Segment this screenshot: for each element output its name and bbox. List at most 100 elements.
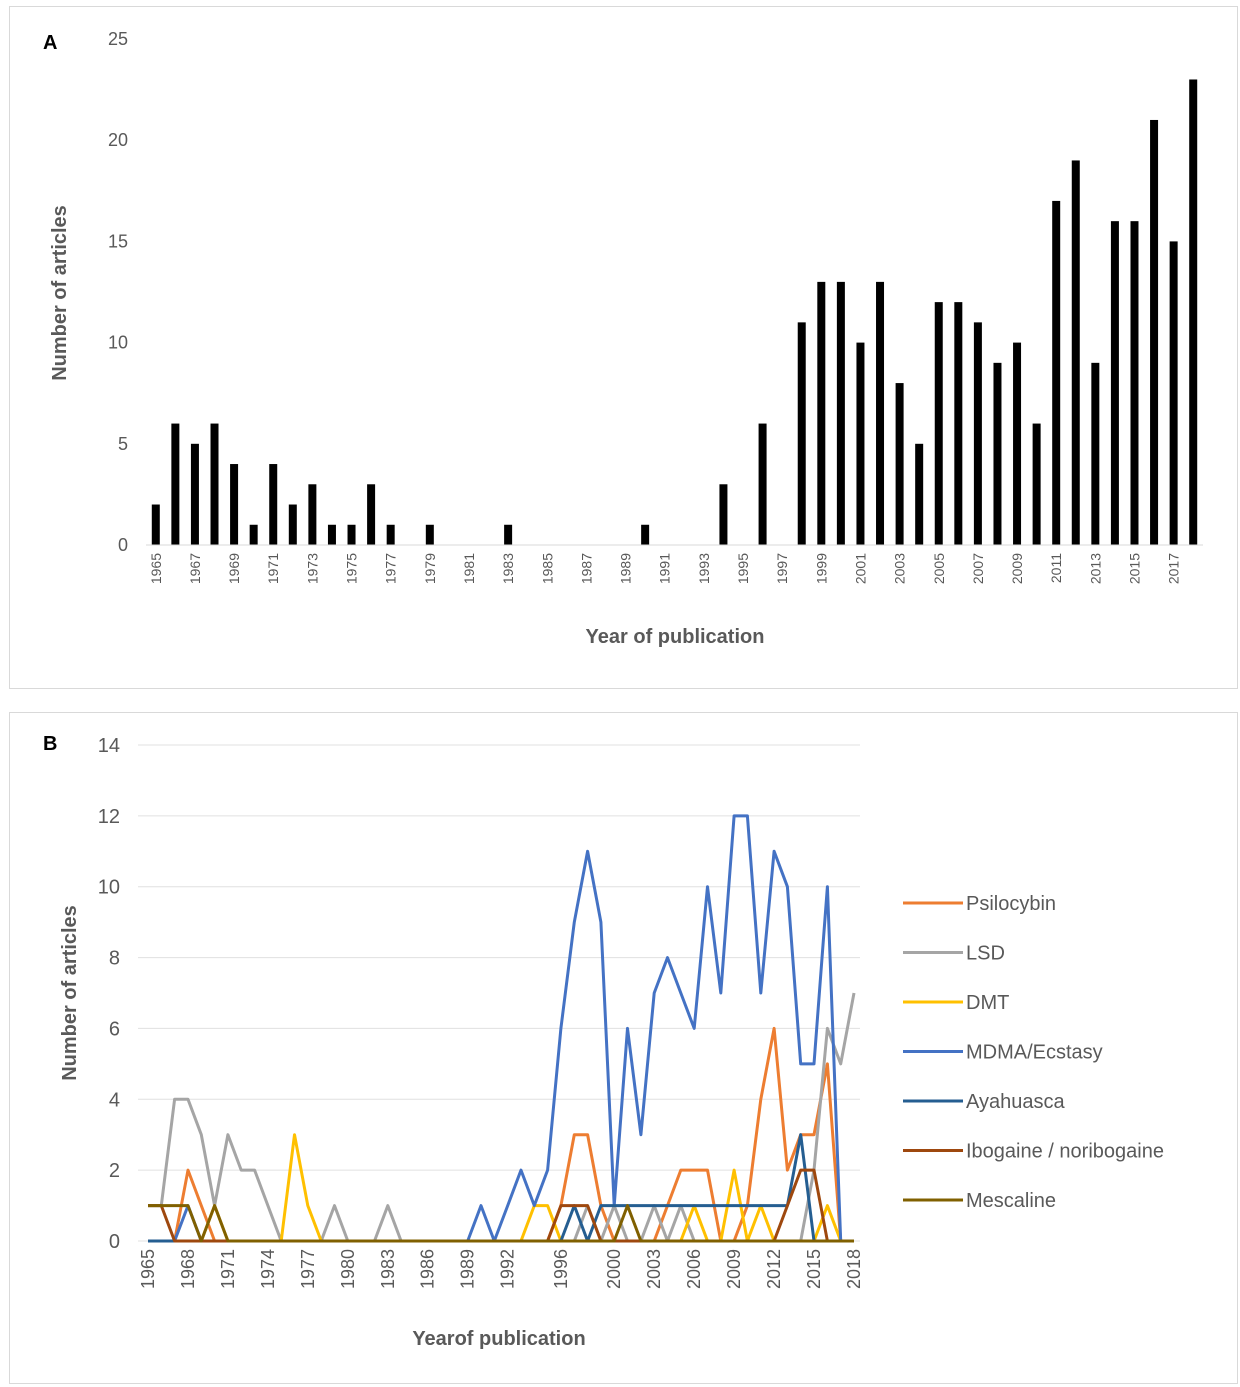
y-tick-label: 10 — [108, 333, 128, 353]
x-tick-labels: 1965 1968 1971 1974 1977 1980 1983 1986 1989 1992… — [138, 1249, 864, 1289]
x-tick-label: 2012 — [764, 1249, 784, 1289]
x-tick-label: 2006 — [684, 1249, 704, 1289]
bar — [1110, 221, 1119, 545]
bar — [895, 383, 904, 545]
bar — [915, 443, 924, 545]
x-tick-label: 2000 — [604, 1249, 624, 1289]
bar — [308, 484, 317, 545]
y-tick-labels: 0 2 4 6 8 10 12 14 — [98, 735, 120, 1253]
x-tick-label: 1979 — [422, 553, 438, 584]
y-tick-label: 20 — [108, 130, 128, 150]
bar — [641, 524, 650, 545]
panel-b: B 0 2 4 6 8 10 12 14 1965 1968 1971 1974 1977 1980 19… — [9, 712, 1238, 1384]
bar — [230, 464, 239, 545]
legend-label: Mescaline — [966, 1190, 1056, 1212]
y-tick-label: 8 — [109, 948, 120, 970]
y-tick-label: 5 — [118, 434, 128, 454]
x-tick-label: 1969 — [226, 553, 242, 584]
y-tick-label: 14 — [98, 735, 120, 757]
bar — [934, 302, 943, 545]
bar — [993, 362, 1002, 545]
x-tick-label: 2009 — [1009, 553, 1025, 584]
x-tick-label: 1974 — [258, 1249, 278, 1289]
bar — [171, 423, 180, 545]
x-tick-label: 1971 — [265, 553, 281, 584]
y-tick-label: 2 — [109, 1160, 120, 1182]
x-tick-label: 2007 — [970, 553, 986, 584]
bar — [327, 524, 336, 545]
x-tick-label: 1995 — [735, 553, 751, 584]
x-tick-label: 1985 — [539, 553, 555, 584]
x-tick-label: 2011 — [1048, 553, 1064, 583]
y-tick-label: 12 — [98, 806, 120, 828]
bar — [347, 524, 356, 545]
bar — [1130, 221, 1139, 545]
bar — [876, 281, 885, 545]
legend-label: Ibogaine / noribogaine — [966, 1141, 1164, 1163]
x-tick-label: 1973 — [304, 553, 320, 584]
y-tick-label: 6 — [109, 1018, 120, 1040]
bar — [1091, 362, 1100, 545]
x-tick-label: 1989 — [618, 553, 634, 584]
x-tick-label: 1993 — [696, 553, 712, 584]
x-tick-label: 1977 — [298, 1249, 318, 1289]
bar — [249, 524, 258, 545]
x-axis-title: Yearof publication — [412, 1328, 585, 1350]
bar — [1189, 79, 1198, 545]
bar — [836, 281, 845, 545]
series-line — [148, 1026, 854, 1243]
x-tick-label: 1971 — [218, 1249, 238, 1289]
series-line — [148, 1204, 854, 1243]
bar — [954, 302, 963, 545]
x-tick-label: 1992 — [498, 1249, 518, 1289]
x-tick-label: 1968 — [178, 1249, 198, 1289]
y-tick-label: 0 — [109, 1231, 120, 1253]
y-tick-label: 25 — [108, 29, 128, 49]
x-tick-label: 1986 — [418, 1249, 438, 1289]
legend-label: Ayahuasca — [966, 1091, 1065, 1113]
bar — [797, 322, 806, 545]
y-tick-label: 0 — [118, 535, 128, 555]
bar — [1169, 241, 1178, 545]
bar — [504, 524, 513, 545]
x-tick-label: 2017 — [1166, 553, 1182, 584]
y-axis-title: Number of articles — [49, 205, 71, 381]
y-tick-labels: 0 5 10 15 20 25 — [108, 29, 128, 555]
bar — [425, 524, 434, 545]
bar — [719, 484, 728, 545]
panel-label: A — [43, 32, 57, 54]
x-tick-label: 2003 — [892, 553, 908, 584]
x-tick-label: 1996 — [551, 1249, 571, 1289]
panel-label: B — [43, 733, 57, 755]
bar — [190, 443, 199, 545]
y-tick-label: 15 — [108, 231, 128, 251]
x-tick-label: 1965 — [138, 1249, 158, 1289]
x-tick-label: 2001 — [852, 553, 868, 584]
bar — [269, 464, 278, 545]
x-tick-label: 1999 — [813, 553, 829, 584]
x-tick-label: 1981 — [461, 553, 477, 584]
x-tick-label: 1980 — [338, 1249, 358, 1289]
bar — [1150, 119, 1159, 546]
y-axis-title: Number of articles — [59, 905, 81, 1081]
x-tick-label: 1965 — [148, 553, 164, 584]
x-tick-label: 1997 — [774, 553, 790, 584]
legend-label: LSD — [966, 943, 1005, 965]
bar — [856, 342, 865, 545]
legend-label: Psilocybin — [966, 893, 1056, 915]
x-tick-label: 1967 — [187, 553, 203, 584]
x-tick-label: 2005 — [931, 553, 947, 584]
bar-chart-svg: A 0 5 10 15 20 25 1965 1967 1969 1971 1973 1975 197… — [43, 29, 1203, 648]
x-tick-label: 2003 — [644, 1249, 664, 1289]
x-tick-label: 2015 — [1126, 553, 1142, 584]
x-tick-label: 2018 — [844, 1249, 864, 1289]
bars — [151, 79, 1198, 546]
x-tick-label: 1983 — [378, 1249, 398, 1289]
panel-a: A 0 5 10 15 20 25 1965 1967 1969 1971 1973 1975 197… — [9, 6, 1238, 689]
bar — [1071, 160, 1080, 545]
x-tick-labels: 1965 1967 1969 1971 1973 1975 1977 1979 1981 1983… — [148, 553, 1182, 584]
x-tick-label: 2013 — [1087, 553, 1103, 584]
bar — [758, 423, 767, 545]
bar — [210, 423, 219, 545]
